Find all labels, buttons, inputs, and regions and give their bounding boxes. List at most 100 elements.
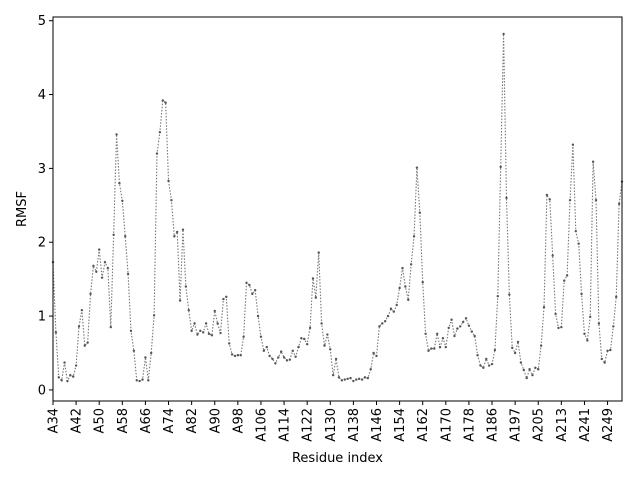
data-point	[303, 337, 306, 341]
data-point	[525, 376, 528, 380]
data-point	[531, 373, 534, 377]
y-tick-label: 2	[38, 236, 46, 251]
data-point	[337, 376, 341, 379]
x-tick-label: A205	[532, 408, 547, 442]
data-point	[438, 345, 442, 349]
data-point	[251, 292, 254, 296]
data-point	[178, 299, 182, 302]
data-point	[378, 325, 381, 328]
data-point	[433, 347, 436, 350]
data-point	[519, 361, 523, 364]
data-point	[485, 357, 488, 361]
data-point	[563, 279, 566, 282]
data-point	[545, 193, 549, 197]
data-point	[398, 286, 401, 290]
data-point	[577, 242, 580, 245]
data-point	[450, 318, 453, 321]
data-point	[415, 166, 419, 169]
data-point	[392, 310, 396, 313]
data-point	[314, 296, 318, 299]
data-point	[230, 353, 234, 356]
data-point	[467, 324, 471, 327]
data-point	[557, 326, 560, 330]
data-point	[522, 368, 525, 372]
data-point	[401, 266, 404, 270]
data-point	[288, 358, 292, 361]
data-point	[453, 334, 456, 338]
x-tick-label: A106	[254, 408, 269, 442]
rmsf-series-line	[52, 33, 623, 383]
x-tick-label: A114	[278, 408, 293, 442]
data-point	[502, 32, 505, 36]
y-tick-label: 3	[38, 162, 46, 177]
data-point	[395, 303, 398, 307]
data-point	[282, 356, 286, 359]
data-point	[239, 354, 242, 357]
x-tick-label: A42	[70, 408, 85, 433]
data-point	[615, 295, 618, 299]
data-point	[580, 292, 583, 296]
data-point	[479, 364, 482, 367]
data-point	[86, 341, 89, 344]
data-point	[427, 349, 430, 352]
data-point	[176, 230, 179, 234]
data-point	[421, 280, 424, 284]
data-point	[135, 379, 138, 382]
data-point	[372, 351, 375, 355]
data-point	[80, 308, 84, 312]
data-point	[331, 373, 335, 377]
data-point	[259, 335, 263, 338]
data-point	[92, 264, 95, 268]
x-tick-label: A162	[416, 408, 431, 442]
x-tick-label: A122	[301, 408, 316, 442]
data-point	[253, 289, 257, 292]
x-tick-label: A213	[555, 408, 570, 442]
x-tick-label: A82	[185, 408, 200, 433]
data-point	[69, 373, 72, 377]
data-point	[201, 331, 205, 334]
data-point	[609, 348, 612, 352]
data-point	[487, 364, 491, 367]
x-tick-label: A66	[139, 408, 154, 433]
data-point	[447, 326, 450, 330]
data-point	[233, 354, 237, 358]
data-point	[173, 235, 176, 238]
data-point	[106, 266, 110, 270]
data-point	[441, 337, 445, 340]
data-point	[265, 345, 268, 349]
x-tick-label: A50	[93, 408, 108, 433]
data-point	[57, 376, 60, 379]
data-point	[505, 196, 508, 200]
data-point	[262, 349, 266, 352]
data-point	[129, 329, 133, 333]
x-axis-label: Residue index	[292, 451, 383, 466]
x-tick-label: A241	[578, 408, 593, 442]
data-point	[121, 199, 124, 203]
data-point	[144, 356, 147, 359]
data-point	[222, 297, 225, 301]
data-point	[482, 366, 485, 369]
data-point	[513, 351, 517, 355]
data-point	[389, 307, 393, 310]
data-point	[213, 309, 216, 313]
data-point	[508, 293, 511, 296]
data-point	[369, 368, 372, 371]
data-point	[181, 228, 185, 231]
data-point	[375, 354, 378, 358]
y-tick-label: 4	[38, 88, 46, 103]
data-point	[386, 314, 390, 318]
y-tick-label: 5	[38, 14, 46, 29]
data-point	[329, 348, 332, 351]
data-point	[204, 322, 208, 325]
data-point	[161, 99, 164, 102]
data-point	[334, 357, 338, 361]
data-point	[404, 285, 407, 288]
data-point	[216, 322, 219, 325]
data-point	[95, 270, 98, 273]
x-tick-label: A186	[486, 408, 501, 442]
data-point	[473, 334, 476, 338]
data-point	[155, 152, 159, 155]
data-point	[112, 233, 115, 237]
data-point	[617, 202, 621, 206]
data-point	[83, 344, 86, 347]
